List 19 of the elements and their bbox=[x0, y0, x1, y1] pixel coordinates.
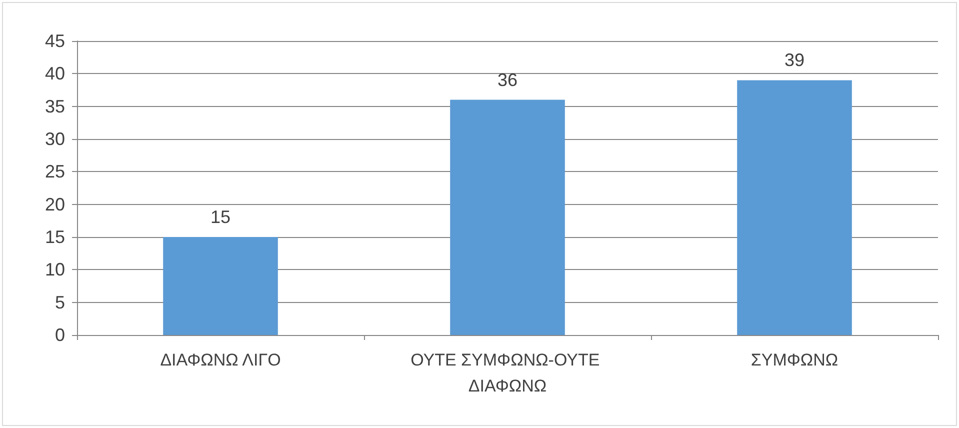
bar bbox=[737, 80, 852, 335]
bar bbox=[450, 100, 565, 335]
y-tick-label: 15 bbox=[44, 227, 65, 247]
data-label: 15 bbox=[210, 207, 231, 227]
y-tick-label: 35 bbox=[44, 96, 65, 116]
data-label: 36 bbox=[497, 70, 518, 90]
y-tick-label: 0 bbox=[54, 325, 65, 345]
bar bbox=[163, 237, 278, 335]
y-tick-label: 20 bbox=[44, 194, 65, 214]
x-tick-label: ΔΙΑΦΩΝΩ ΛΙΓΟ bbox=[160, 350, 281, 370]
x-tick-label: ΟΥΤΕ ΣΥΜΦΩΝΩ-ΟΥΤΕ ΔΙΑΦΩΝΩ bbox=[410, 350, 604, 396]
data-label: 39 bbox=[784, 50, 805, 70]
y-tick-label: 10 bbox=[44, 260, 65, 280]
y-tick-label: 40 bbox=[44, 64, 65, 84]
x-tick-label: ΣΥΜΦΩΝΩ bbox=[750, 350, 838, 370]
y-tick-label: 45 bbox=[44, 31, 65, 51]
y-tick-label: 25 bbox=[44, 162, 65, 182]
y-tick-label: 30 bbox=[44, 129, 65, 149]
y-tick-label: 5 bbox=[54, 292, 65, 312]
